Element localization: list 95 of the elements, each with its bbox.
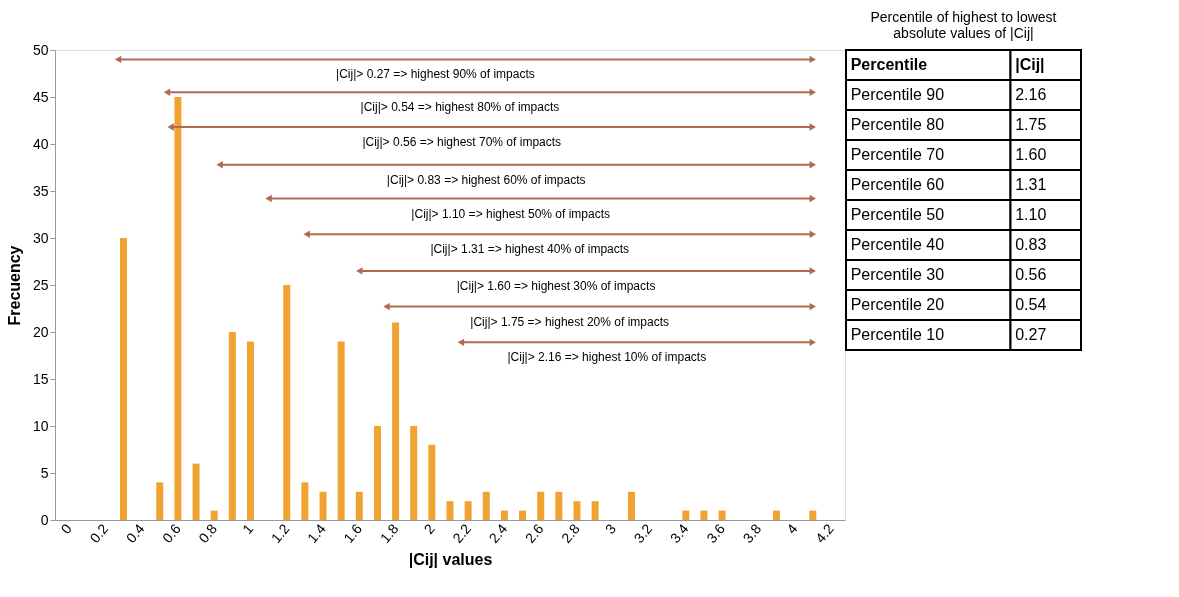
annotation: |Cij|> 0.56 => highest 70% of impacts	[362, 135, 562, 150]
bar	[718, 510, 726, 520]
category-label: Percentile 80	[850, 116, 945, 133]
bar	[464, 501, 472, 520]
x-axis-title: |Cij| values	[408, 550, 493, 568]
category-label: Percentile 50	[850, 206, 945, 223]
bar	[555, 491, 563, 520]
category-label: Percentile 20	[850, 296, 945, 313]
category-label: Percentile 90	[850, 86, 945, 103]
data-label: 1.10	[1015, 206, 1047, 223]
bar	[500, 510, 508, 520]
x-tick-label: 2	[420, 520, 438, 537]
x-tick-label: 1.2	[267, 520, 293, 546]
x-tick-label: 4.2	[812, 520, 837, 546]
bar	[228, 332, 236, 520]
y-tick-label: 5	[40, 464, 49, 481]
y-tick-label: 25	[32, 276, 49, 293]
x-tick-label: 0.4	[122, 520, 148, 546]
data-label: 0.54	[1015, 296, 1047, 313]
category-label: Percentile 70	[850, 146, 945, 163]
bar	[210, 510, 218, 520]
data-label: 0.83	[1015, 236, 1047, 253]
data-label: 0.27	[1015, 326, 1047, 343]
y-tick-label: 10	[32, 417, 49, 434]
bar	[192, 463, 200, 520]
x-tick-label: 3.2	[630, 520, 656, 546]
bar	[446, 501, 454, 520]
annotation: |Cij|> 0.27 => highest 90% of impacts	[336, 67, 535, 82]
category-label: Percentile 40	[850, 236, 945, 253]
annotation: |Cij|> 1.75 => highest 20% of impacts	[470, 314, 669, 329]
y-tick-label: 35	[32, 182, 49, 199]
bar	[174, 97, 182, 520]
data-label: 1.60	[1015, 146, 1047, 163]
x-tick-label: 4	[783, 520, 801, 537]
data-label: 0.56	[1015, 266, 1047, 283]
x-tick-label: 2.2	[449, 520, 475, 546]
y-tick-label: 20	[32, 323, 49, 340]
text: |Cij|	[1015, 56, 1045, 73]
x-tick-label: 1.6	[340, 520, 366, 546]
bar	[428, 444, 436, 520]
annotation: |Cij|> 0.54 => highest 80% of impacts	[360, 100, 560, 115]
annotation: |Cij|> 0.83 => highest 60% of impacts	[386, 172, 586, 187]
bar	[809, 510, 817, 520]
bar	[410, 426, 418, 520]
x-tick-label: 1	[239, 520, 257, 537]
bar	[373, 426, 381, 520]
data-label: 2.16	[1015, 86, 1047, 103]
y-tick-label: 50	[32, 41, 49, 58]
x-tick-label: 2.6	[521, 520, 547, 546]
bar	[682, 510, 690, 520]
bar	[392, 322, 400, 520]
category-label: Percentile 60	[850, 176, 945, 193]
annotation: |Cij|> 1.31 => highest 40% of impacts	[430, 242, 630, 257]
annotation: |Cij|> 2.16 => highest 10% of impacts	[507, 350, 707, 365]
bar	[301, 482, 309, 520]
x-tick-label: 3.6	[703, 520, 729, 546]
x-tick-label: 0.6	[159, 520, 184, 546]
x-tick-label: 0.8	[195, 520, 221, 546]
x-tick-label: 3.4	[666, 520, 692, 546]
data-label: 1.31	[1015, 176, 1047, 193]
data-label: 1.75	[1015, 116, 1047, 133]
annotation: |Cij|> 1.60 => highest 30% of impacts	[456, 278, 656, 293]
bar	[627, 491, 635, 520]
bar	[573, 501, 581, 520]
y-tick-label: 30	[32, 229, 49, 246]
bar	[355, 491, 363, 520]
bar	[319, 491, 327, 520]
x-tick-label: 3	[601, 520, 620, 537]
x-tick-label: 2.8	[558, 520, 583, 546]
bar	[482, 491, 490, 520]
x-tick-label: 2.4	[485, 520, 511, 546]
y-tick-label: 15	[32, 370, 49, 387]
x-tick-label: 1.8	[376, 520, 402, 546]
x-tick-label: 3.8	[739, 520, 765, 546]
annotation: |Cij|> 1.10 => highest 50% of impacts	[411, 206, 611, 221]
category-label: Percentile 30	[850, 266, 945, 283]
bar	[519, 510, 527, 520]
x-tick-label: 0	[57, 520, 76, 537]
bar	[591, 501, 599, 520]
bar	[537, 491, 545, 520]
bar	[119, 238, 127, 520]
x-tick-label: 0.2	[86, 520, 112, 546]
category-label: Percentile 10	[850, 326, 945, 343]
text: Percentile	[850, 56, 928, 73]
bar	[700, 510, 708, 520]
y-axis-title: Frecuency	[5, 245, 23, 326]
text: Percentile of highest to lowest absolute values of |Cij|	[870, 9, 1057, 41]
bar	[246, 341, 254, 520]
bar	[156, 482, 164, 520]
bar	[337, 341, 345, 520]
x-tick-label: 1.4	[304, 520, 330, 546]
bar	[283, 285, 291, 520]
y-tick-label: 40	[32, 135, 49, 152]
y-tick-label: 45	[32, 88, 49, 105]
bar	[773, 510, 781, 520]
